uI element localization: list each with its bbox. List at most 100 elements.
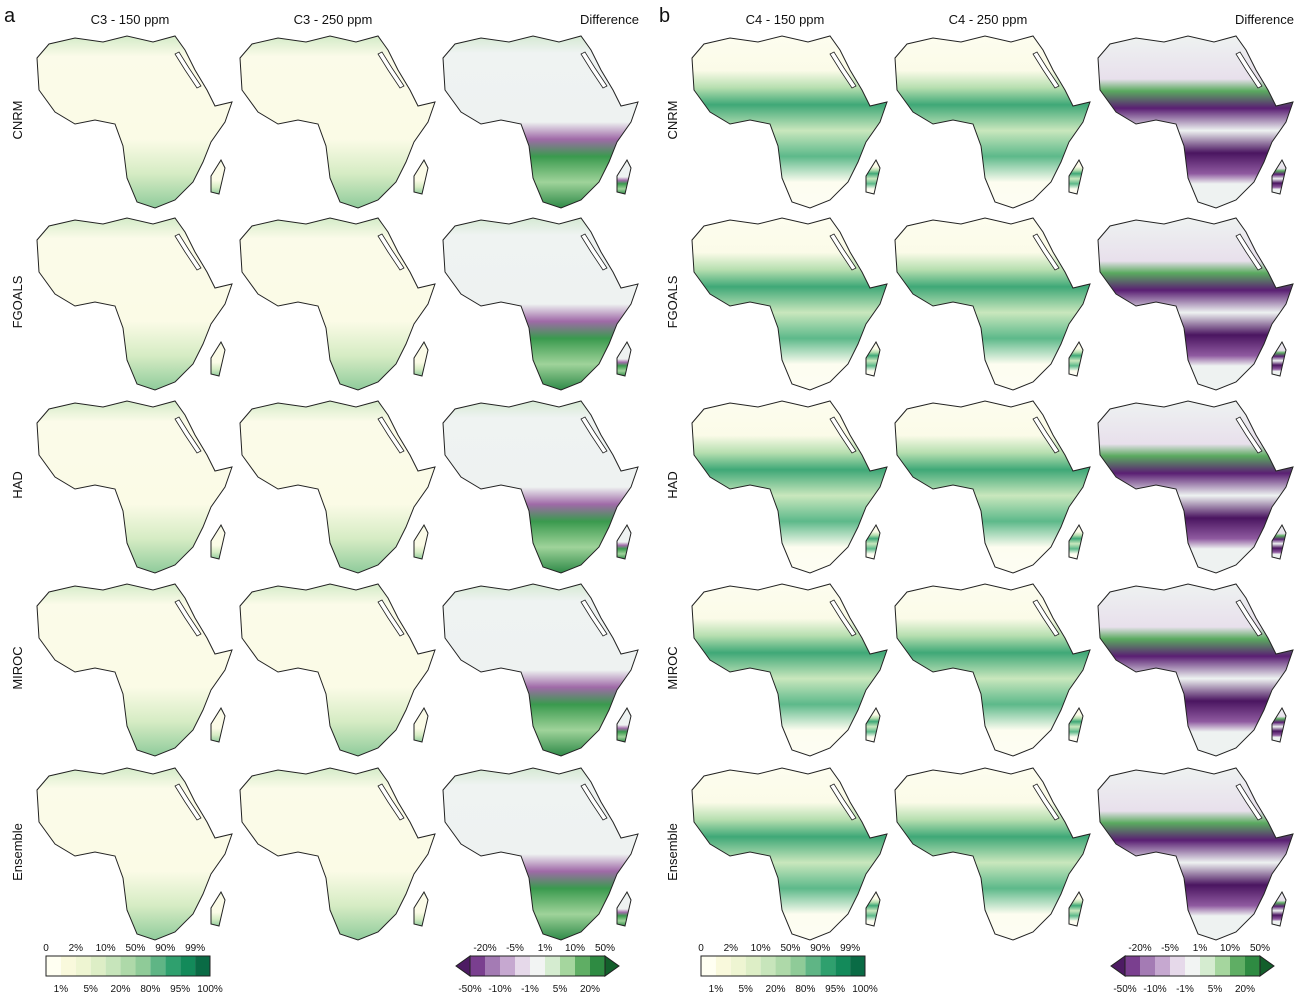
colorbar-label: -50%	[458, 984, 481, 995]
colorbar-label: 20%	[111, 984, 131, 995]
madagascar	[1069, 342, 1083, 376]
continent	[1098, 218, 1293, 390]
colorbar-label: -10%	[488, 984, 511, 995]
africa-map	[240, 584, 435, 756]
colorbar-label: 80%	[795, 984, 815, 995]
colorbar-swatch	[1170, 956, 1185, 976]
colorbar-swatch	[790, 956, 805, 976]
colorbar-swatch	[195, 956, 210, 976]
colorbar-label: 10%	[565, 943, 585, 954]
madagascar	[414, 708, 428, 742]
africa-map	[895, 36, 1090, 208]
colorbar-swatch	[135, 956, 150, 976]
colorbar-swatch	[1125, 956, 1140, 976]
colorbar-label: 20%	[766, 984, 786, 995]
colorbar-label: 0	[43, 943, 49, 954]
colorbar-swatch	[165, 956, 180, 976]
madagascar	[211, 342, 225, 376]
colorbar-swatch	[180, 956, 195, 976]
continent	[240, 218, 435, 390]
madagascar	[1272, 342, 1286, 376]
africa-map	[692, 584, 887, 756]
madagascar	[617, 342, 631, 376]
madagascar	[866, 708, 880, 742]
madagascar	[211, 892, 225, 926]
madagascar	[866, 892, 880, 926]
colorbar-swatch	[701, 956, 716, 976]
row-label: FGOALS	[10, 275, 25, 328]
madagascar	[1272, 892, 1286, 926]
africa-map	[443, 401, 638, 573]
panel-label: b	[659, 5, 670, 27]
continent	[443, 401, 638, 573]
madagascar	[866, 160, 880, 194]
continent	[443, 36, 638, 208]
colorbar-label: 1%	[1193, 943, 1208, 954]
colorbar-label: 99%	[840, 943, 860, 954]
colorbar-swatch	[485, 956, 500, 976]
colorbar-label: -5%	[1161, 943, 1179, 954]
continent	[37, 768, 232, 940]
continent	[240, 36, 435, 208]
africa-map	[37, 218, 232, 390]
madagascar	[211, 160, 225, 194]
africa-map	[443, 36, 638, 208]
colorbar-label: 50%	[1250, 943, 1270, 954]
africa-map	[1098, 401, 1293, 573]
column-header: C3 - 250 ppm	[294, 12, 373, 27]
colorbar-swatch	[545, 956, 560, 976]
colorbar-label: 1%	[54, 984, 69, 995]
colorbar-label: 1%	[709, 984, 724, 995]
africa-map	[443, 584, 638, 756]
africa-map	[1098, 768, 1293, 940]
africa-map	[895, 768, 1090, 940]
africa-map	[1098, 36, 1293, 208]
continent	[692, 768, 887, 940]
africa-map	[443, 218, 638, 390]
africa-map	[37, 584, 232, 756]
madagascar	[414, 342, 428, 376]
colorbar-swatch	[1185, 956, 1200, 976]
row-label: CNRM	[665, 101, 680, 140]
colorbar-label: 0	[698, 943, 704, 954]
row-label: CNRM	[10, 101, 25, 140]
africa-map	[692, 36, 887, 208]
africa-map	[37, 768, 232, 940]
continent	[1098, 401, 1293, 573]
colorbar-swatch	[470, 956, 485, 976]
continent	[37, 584, 232, 756]
colorbar-swatch	[46, 956, 61, 976]
colorbar-swatch	[106, 956, 121, 976]
continent	[1098, 768, 1293, 940]
colorbar-label: 90%	[810, 943, 830, 954]
colorbar-label: 2%	[69, 943, 84, 954]
africa-map	[240, 36, 435, 208]
colorbar-arrow	[456, 956, 470, 976]
madagascar	[617, 525, 631, 559]
madagascar	[414, 525, 428, 559]
continent	[443, 768, 638, 940]
colorbar-label: -50%	[1113, 984, 1136, 995]
colorbar-swatch	[776, 956, 791, 976]
madagascar	[866, 525, 880, 559]
colorbar-swatch	[850, 956, 865, 976]
madagascar	[211, 708, 225, 742]
madagascar	[1069, 892, 1083, 926]
africa-map	[37, 36, 232, 208]
colorbar-label: 5%	[553, 984, 568, 995]
madagascar	[617, 708, 631, 742]
continent	[443, 218, 638, 390]
africa-map	[692, 218, 887, 390]
africa-map	[443, 768, 638, 940]
africa-map	[692, 768, 887, 940]
africa-map	[1098, 584, 1293, 756]
colorbar-label: 90%	[155, 943, 175, 954]
colorbar-swatch	[515, 956, 530, 976]
colorbar-swatch	[530, 956, 545, 976]
madagascar	[617, 160, 631, 194]
africa-map	[895, 584, 1090, 756]
row-label: Ensemble	[665, 823, 680, 881]
colorbar-swatch	[731, 956, 746, 976]
madagascar	[414, 160, 428, 194]
column-header: Difference	[1235, 12, 1294, 27]
